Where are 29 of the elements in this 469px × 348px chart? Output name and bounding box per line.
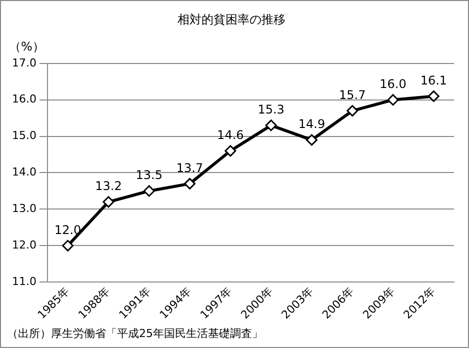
point xyxy=(346,105,358,117)
point xyxy=(184,178,196,190)
y-tick-label: 15.0 xyxy=(12,129,36,142)
y-tick-label: 12.0 xyxy=(12,238,36,252)
y-axis-title: （%） xyxy=(9,40,44,54)
point xyxy=(306,134,318,146)
text: 16.0 xyxy=(380,76,406,91)
text: 14.6 xyxy=(217,128,244,142)
text: （出所）厚生労働省「平成25年国民生活基礎調査」 xyxy=(7,326,263,341)
text: 15.3 xyxy=(258,102,284,116)
point xyxy=(102,196,114,208)
text: 13.7 xyxy=(176,160,204,175)
y-tick-label: 11.0 xyxy=(12,274,36,288)
chart-title: 相対的貧困率の推移 xyxy=(178,12,286,26)
y-tick-label: 17.0 xyxy=(12,56,36,70)
y-tick-label: 14.0 xyxy=(12,166,36,179)
point xyxy=(62,240,74,252)
text: 13.2 xyxy=(95,179,122,194)
text: 15.7 xyxy=(339,88,366,102)
point xyxy=(265,120,277,132)
text: 16.1 xyxy=(420,73,448,88)
point xyxy=(387,94,399,106)
text: 13.5 xyxy=(136,168,162,182)
y-tick-label: 16.0 xyxy=(12,92,36,106)
text: 14.9 xyxy=(298,117,326,132)
point xyxy=(224,145,236,157)
y-tick-label: 13.0 xyxy=(12,202,36,216)
point xyxy=(143,185,155,197)
point xyxy=(428,90,440,102)
